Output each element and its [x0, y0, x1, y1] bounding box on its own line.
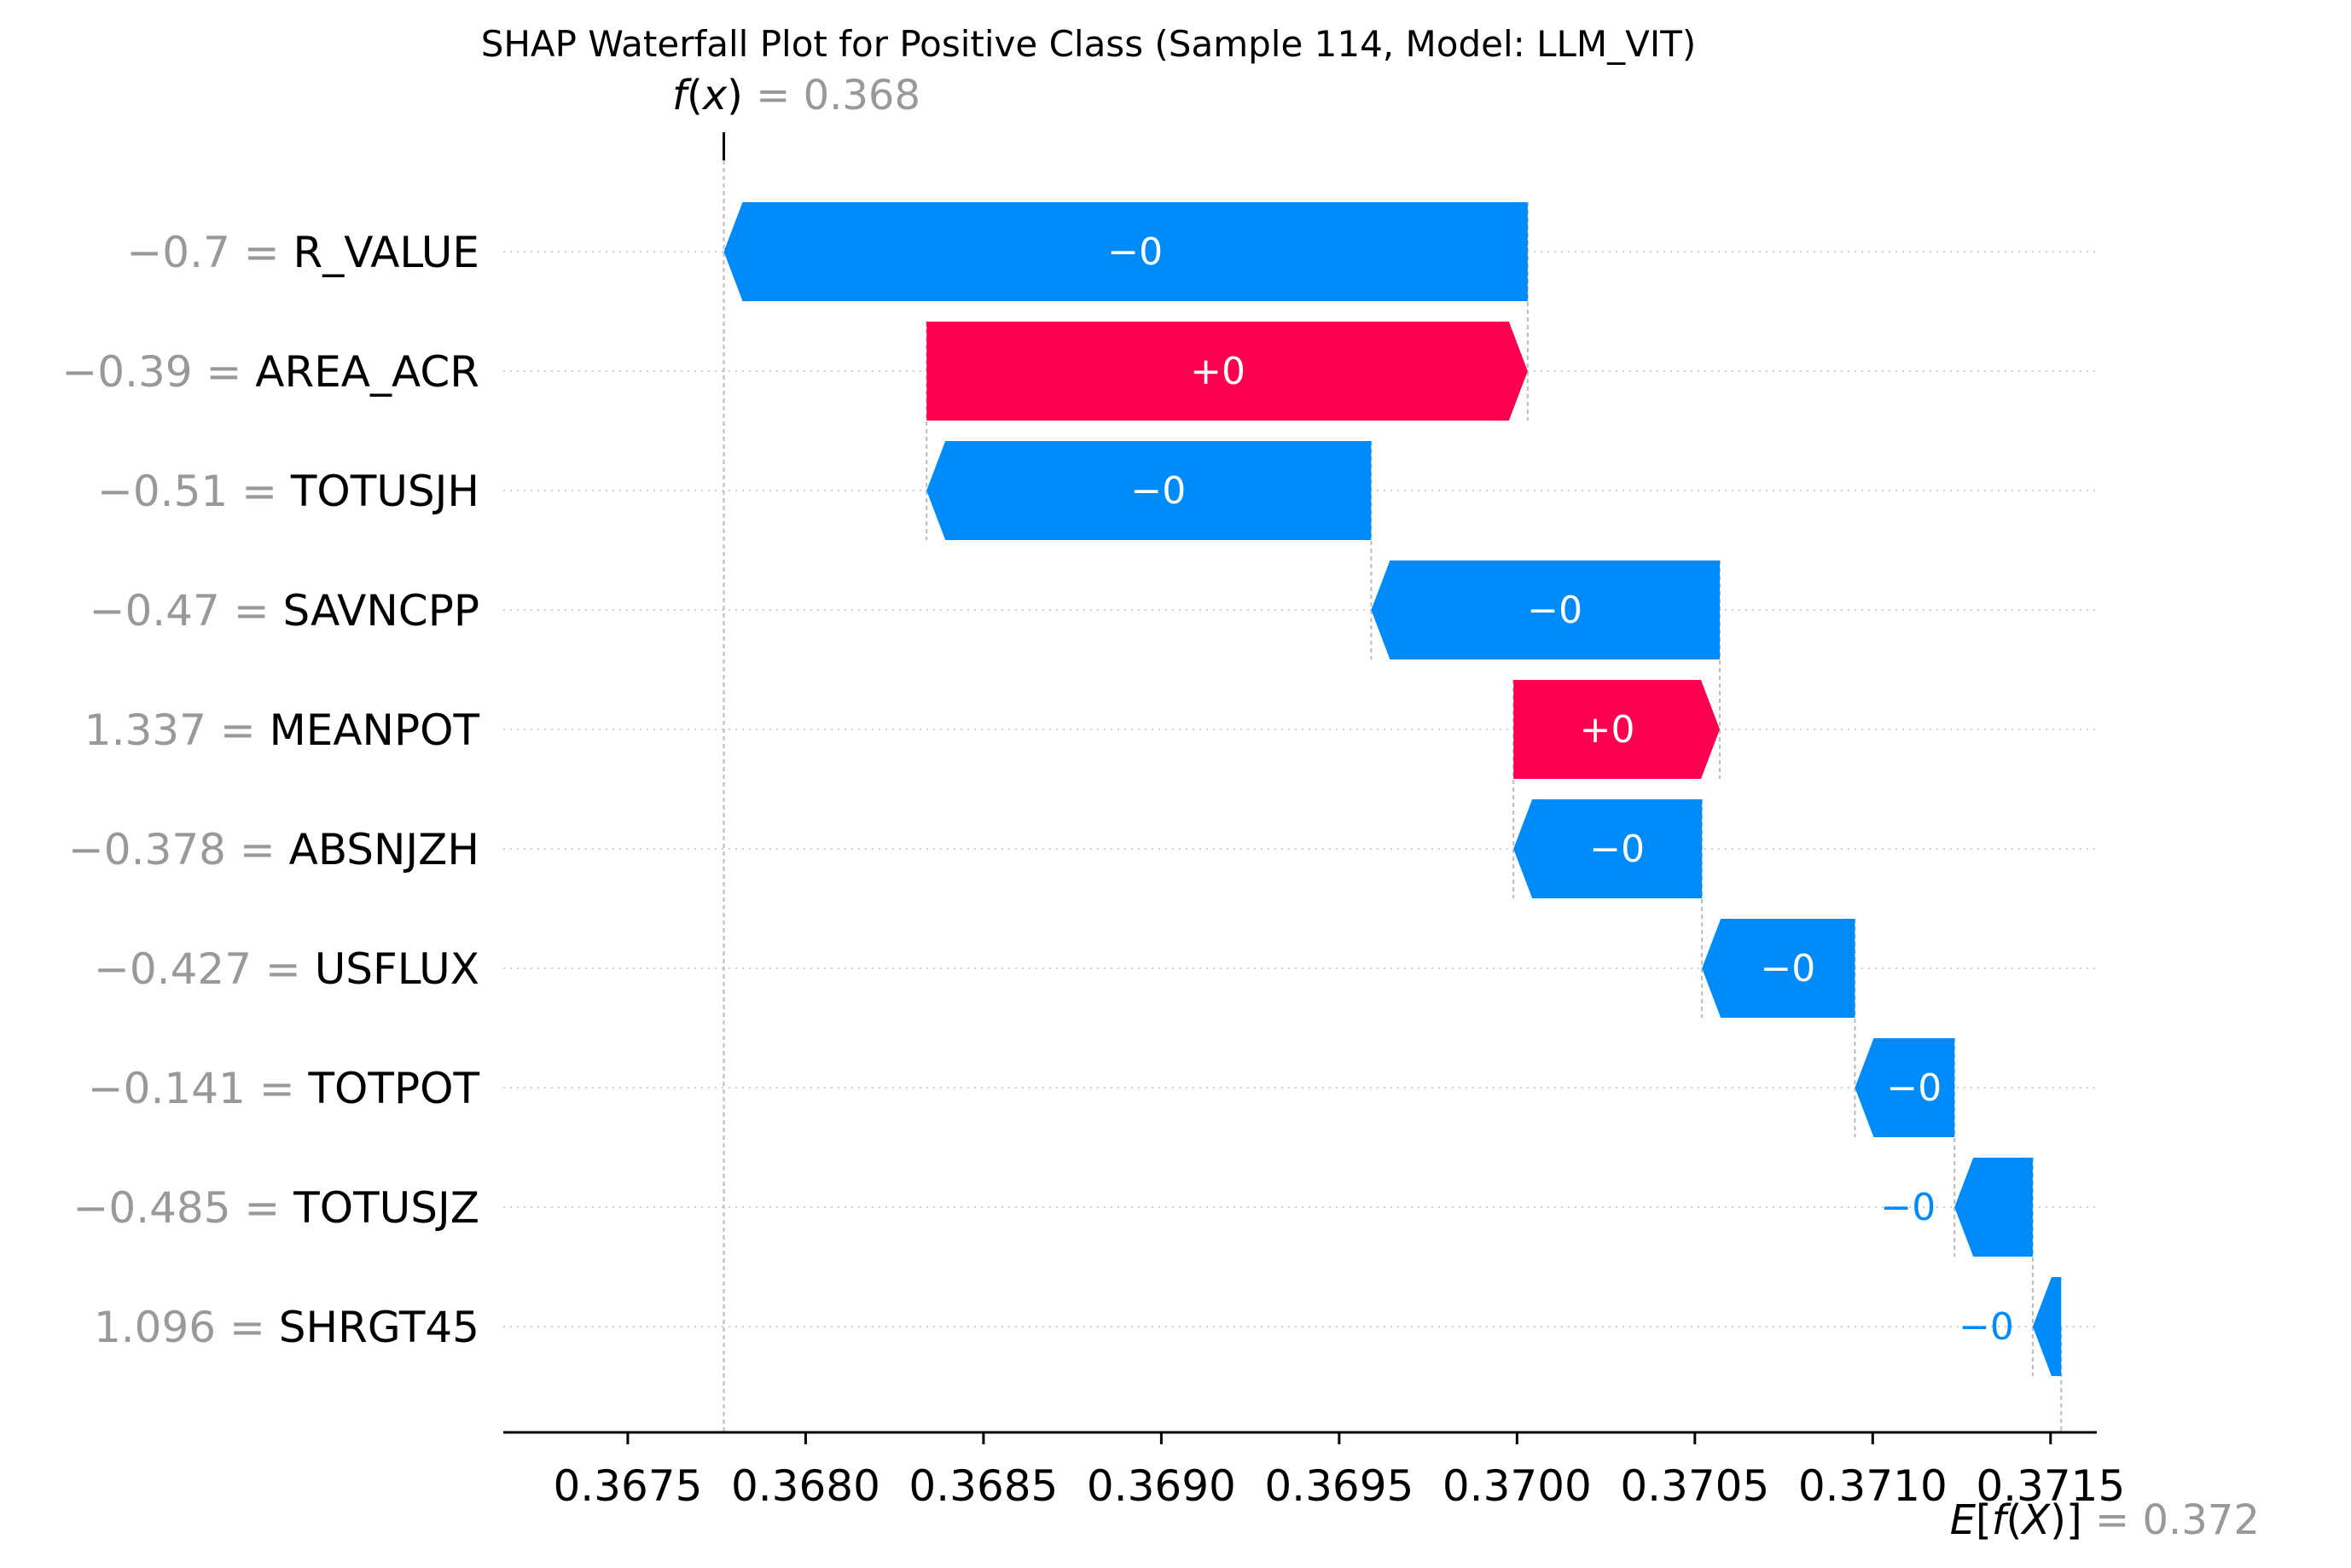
efx-value: 0.372 — [2142, 1496, 2259, 1544]
feature-label: −0.485 = TOTUSJZ — [73, 1183, 480, 1233]
bar-value-label: −0 — [1527, 589, 1582, 632]
feature-label: −0.7 = R_VALUE — [126, 228, 479, 277]
x-tick-label: 0.3705 — [1620, 1461, 1769, 1511]
feature-label: −0.47 = SAVNCPP — [90, 586, 479, 636]
bar-totpot — [1855, 1038, 1955, 1137]
feature-name: R_VALUE — [293, 228, 479, 277]
feature-label: −0.427 = USFLUX — [94, 944, 479, 994]
bar-r-value — [723, 202, 1528, 301]
fx-annotation: f(x) = 0.368 — [672, 72, 920, 119]
feature-value: −0.378 = — [68, 825, 289, 874]
feature-name: SHRGT45 — [279, 1303, 479, 1352]
x-axis: 0.3675 0.3680 0.3685 0.3690 0.3695 0.3700 0.37… — [503, 1431, 2125, 1511]
feature-label: 1.096 = SHRGT45 — [94, 1303, 479, 1352]
efx-var: X — [2019, 1496, 2051, 1544]
bar-meanpot — [1513, 680, 1721, 779]
feature-value: −0.47 = — [90, 586, 283, 636]
feature-label: 1.337 = MEANPOT — [84, 706, 480, 755]
efx-annotation: E[f(X)] = 0.372 — [1950, 1496, 2260, 1544]
feature-value: −0.141 = — [88, 1064, 309, 1113]
feature-labels: −0.7 = R_VALUE −0.39 = AREA_ACR −0.51 = TO… — [61, 228, 479, 1352]
feature-name: SAVNCPP — [283, 586, 480, 636]
feature-name: AREA_ACR — [255, 347, 479, 397]
feature-value: −0.427 = — [94, 944, 315, 994]
x-tick-label: 0.3695 — [1264, 1461, 1414, 1511]
x-tick-label: 0.3685 — [908, 1461, 1058, 1511]
x-tick-label: 0.3715 — [1976, 1461, 2125, 1511]
bar-totusjh — [926, 441, 1372, 540]
x-tick-label: 0.3675 — [553, 1461, 702, 1511]
bar-value-label: −0 — [1886, 1066, 1942, 1110]
bar-value-label: +0 — [1580, 708, 1635, 752]
feature-label: −0.141 = TOTPOT — [88, 1064, 480, 1113]
feature-value: −0.51 = — [97, 467, 291, 516]
feature-value: −0.485 = — [73, 1183, 294, 1233]
feature-name: TOTUSJH — [290, 467, 479, 516]
feature-name: TOTUSJZ — [293, 1183, 479, 1233]
feature-value: 1.337 = — [84, 706, 270, 755]
bar-area-acr — [926, 322, 1528, 421]
feature-name: USFLUX — [315, 944, 479, 994]
bar-value-label: −0 — [1107, 230, 1163, 274]
feature-label: −0.378 = ABSNJZH — [68, 825, 479, 874]
bar-totusjz — [1954, 1158, 2033, 1257]
bar-value-label: −0 — [1760, 947, 1815, 990]
bars: −0 +0 −0 −0 +0 −0 −0 −0 −0 −0 — [723, 202, 2062, 1376]
feature-name: MEANPOT — [270, 706, 480, 755]
bar-usflux — [1702, 919, 1855, 1018]
x-tick-label: 0.3710 — [1798, 1461, 1948, 1511]
bar-shrgt45 — [2032, 1277, 2062, 1376]
x-tick-label: 0.3700 — [1443, 1461, 1592, 1511]
bar-value-label: −0 — [1959, 1305, 2014, 1349]
bar-savncpp — [1371, 560, 1721, 659]
feature-label: −0.51 = TOTUSJH — [97, 467, 479, 516]
bar-value-label: −0 — [1880, 1186, 1936, 1229]
bar-value-label: +0 — [1190, 350, 1245, 393]
guide-lines — [723, 132, 2063, 1432]
feature-value: −0.39 = — [61, 347, 255, 397]
fx-value: 0.368 — [804, 72, 920, 119]
feature-value: −0.7 = — [126, 228, 293, 277]
bar-absnjzh — [1513, 799, 1703, 898]
feature-label: −0.39 = AREA_ACR — [61, 347, 479, 397]
x-tick-label: 0.3680 — [731, 1461, 880, 1511]
fx-var: x — [701, 72, 728, 119]
chart-title: SHAP Waterfall Plot for Positive Class (… — [481, 23, 1697, 65]
bar-value-label: −0 — [1130, 469, 1186, 513]
feature-name: TOTPOT — [308, 1064, 480, 1113]
bar-value-label: −0 — [1589, 828, 1645, 871]
feature-value: 1.096 = — [94, 1303, 279, 1352]
feature-name: ABSNJZH — [289, 825, 479, 874]
x-tick-label: 0.3690 — [1087, 1461, 1236, 1511]
